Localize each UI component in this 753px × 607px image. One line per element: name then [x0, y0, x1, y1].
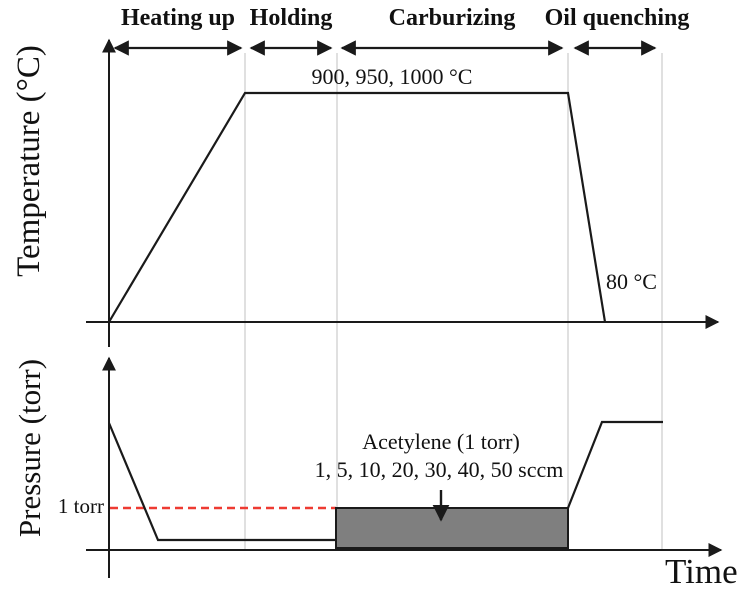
phase-label-oil-quenching: Oil quenching: [544, 5, 690, 31]
acetylene-pressure-band: [335, 507, 569, 549]
one-torr-label: 1 torr: [57, 494, 104, 518]
temperature-axis-label: Temperature (°C): [11, 45, 47, 277]
time-axis-label: Time: [665, 552, 738, 591]
pressure-curve-backfill: [566, 420, 663, 509]
phase-label-carburizing: Carburizing: [388, 5, 516, 31]
quench-temperature-annotation: 80 °C: [606, 269, 657, 294]
phase-label-heating-up: Heating up: [120, 5, 236, 31]
pressure-axis-label: Pressure (torr): [12, 358, 47, 538]
pressure-curve-pumpdown: [107, 422, 336, 542]
acetylene-annotation-line2: 1, 5, 10, 20, 30, 40, 50 sccm: [314, 457, 564, 482]
phase-label-holding: Holding: [249, 5, 333, 31]
acetylene-annotation-line1: Acetylene (1 torr): [362, 429, 520, 454]
phase-gridlines: [244, 53, 663, 550]
temperature-curve: [108, 91, 607, 323]
plateau-temperatures-annotation: 900, 950, 1000 °C: [311, 64, 473, 89]
